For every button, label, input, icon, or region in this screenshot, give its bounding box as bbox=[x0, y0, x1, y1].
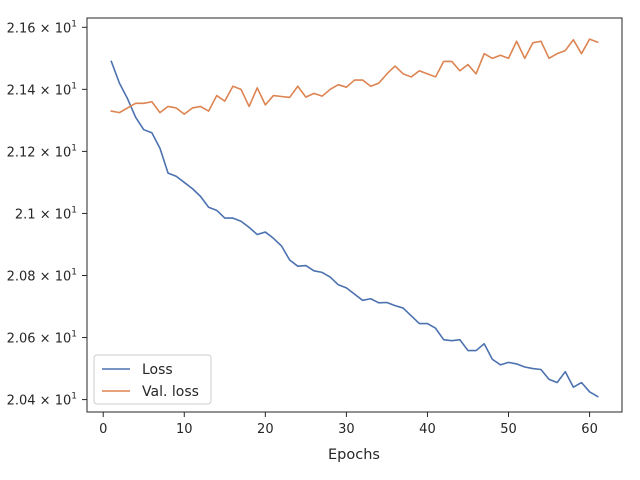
x-tick-label: 50 bbox=[500, 422, 517, 437]
y-axis: 2.04 × 101 2.06 × 101 2.08 × 101 2.1 × 101 2… bbox=[7, 19, 87, 409]
legend: Loss Val. loss bbox=[93, 354, 212, 405]
series-line-loss bbox=[110, 60, 599, 398]
x-tick-label: 30 bbox=[338, 422, 355, 437]
y-tick-label: 2.06 × 101 bbox=[7, 330, 77, 347]
y-tick-label: 2.08 × 101 bbox=[7, 267, 77, 284]
series-line-val-loss bbox=[110, 38, 599, 115]
legend-label-val-loss: Val. loss bbox=[142, 384, 199, 400]
legend-label-loss: Loss bbox=[142, 362, 173, 378]
x-tick-label: 10 bbox=[176, 422, 193, 437]
y-tick-label: 2.12 × 101 bbox=[7, 143, 77, 160]
x-axis: 0 10 20 30 40 50 60 bbox=[99, 412, 598, 437]
plot-frame bbox=[86, 17, 623, 413]
x-tick-label: 60 bbox=[581, 422, 598, 437]
plot-lines bbox=[110, 38, 599, 398]
x-axis-label: Epochs bbox=[328, 447, 380, 463]
y-tick-label: 2.1 × 101 bbox=[15, 205, 77, 222]
y-tick-label: 2.14 × 101 bbox=[7, 81, 77, 98]
x-tick-label: 40 bbox=[419, 422, 436, 437]
x-tick-label: 20 bbox=[257, 422, 274, 437]
y-tick-label: 2.16 × 101 bbox=[7, 19, 77, 36]
y-tick-label: 2.04 × 101 bbox=[7, 392, 77, 409]
x-tick-label: 0 bbox=[99, 422, 107, 437]
